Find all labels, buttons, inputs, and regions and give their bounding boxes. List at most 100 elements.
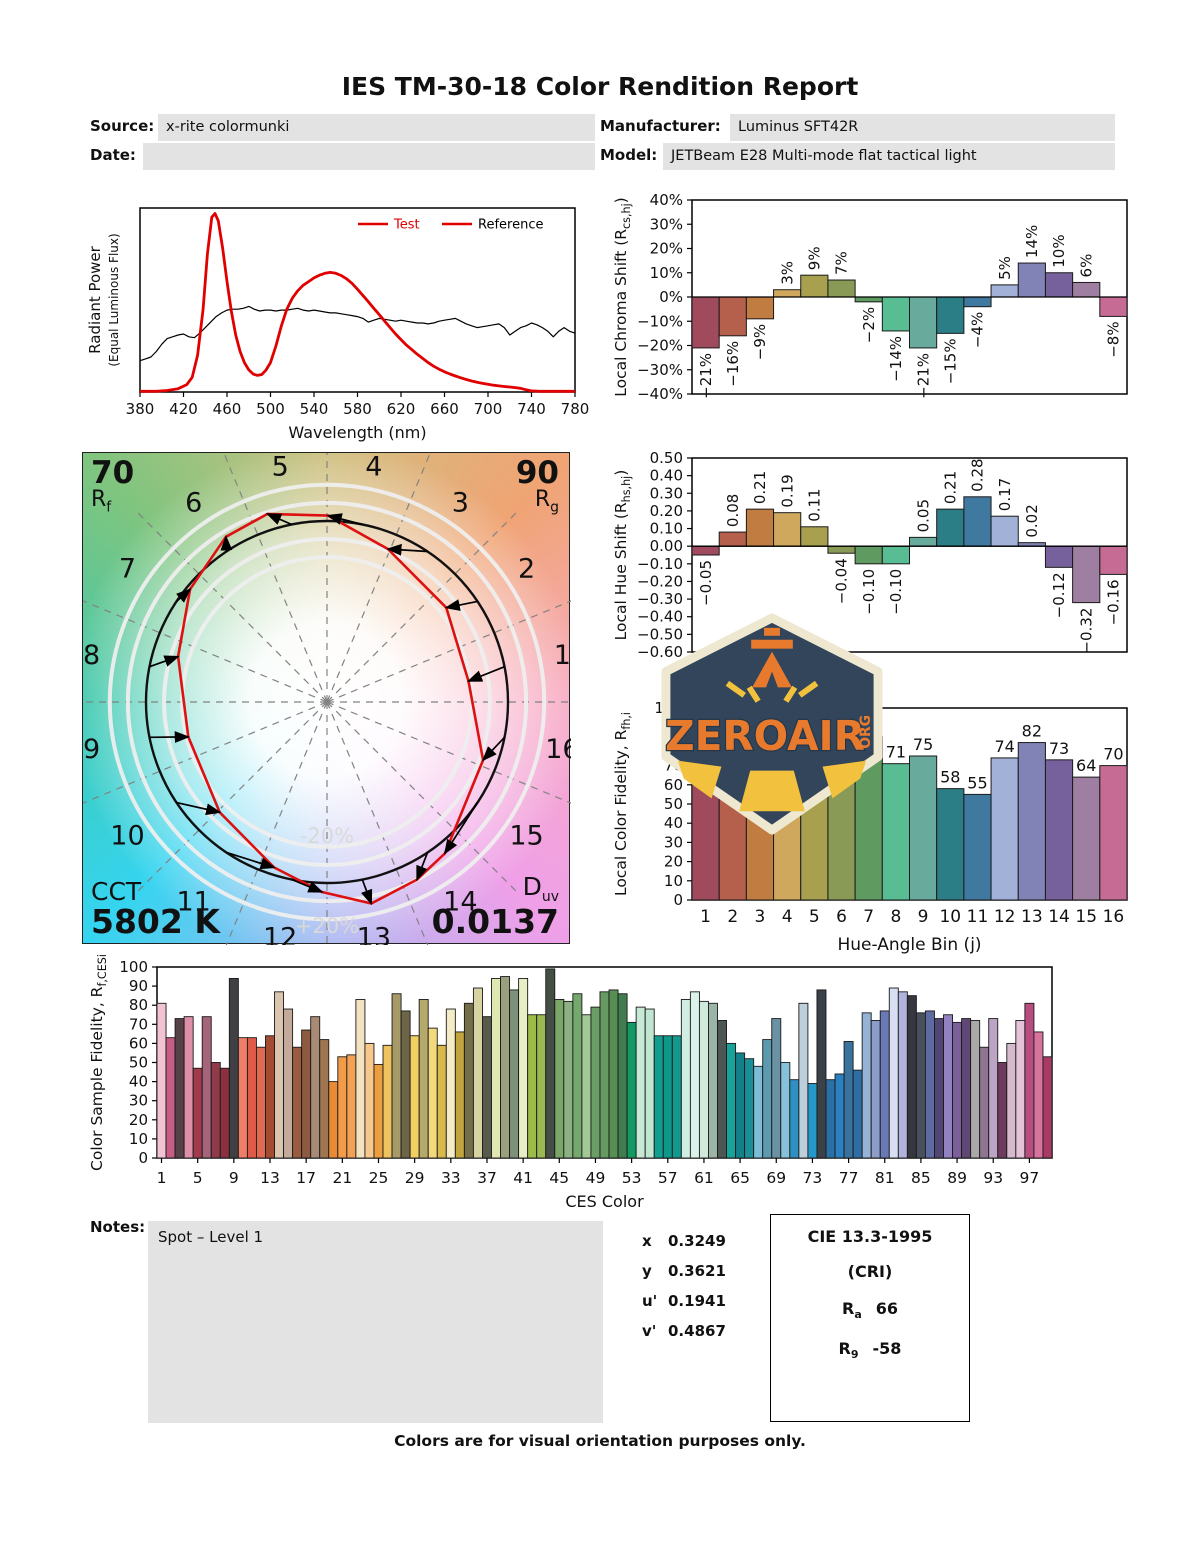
bar-ces-25 xyxy=(373,1063,384,1159)
bar-ces-36 xyxy=(472,987,483,1159)
bar-ces-30 xyxy=(418,999,429,1159)
bar-ces-4 xyxy=(183,1016,194,1159)
bin-number-11: 11 xyxy=(176,887,210,918)
bin-number-1: 1 xyxy=(554,640,571,671)
bar-ces-78 xyxy=(852,1069,863,1159)
bin-number-16: 16 xyxy=(545,734,571,765)
bar-ces-72 xyxy=(798,1002,809,1159)
shift-arrow-bin-7 xyxy=(175,588,192,603)
bar-label: 0.05 xyxy=(914,499,932,532)
bar-ces-82 xyxy=(888,987,899,1159)
y-tick: 60 xyxy=(664,776,683,794)
shift-arrow-bin-6 xyxy=(220,535,233,552)
bar-label: 6% xyxy=(1077,254,1095,278)
bar-ces-11 xyxy=(246,1037,257,1159)
x-tick: 6 xyxy=(836,907,847,927)
bar-ces-26 xyxy=(382,1044,393,1159)
y-tick: 50 xyxy=(664,795,683,813)
bar-bin-5 xyxy=(800,526,829,547)
y-tick: 10 xyxy=(664,872,683,890)
y-tick: 0.00 xyxy=(650,537,683,555)
x-tick: 580 xyxy=(343,400,372,418)
bar-label: 0.28 xyxy=(969,458,987,491)
cri-title: CIE 13.3-1995 xyxy=(807,1227,933,1246)
bar-bin-6 xyxy=(827,279,856,298)
y-tick: −30% xyxy=(637,361,683,379)
y-axis-label: Local Color Fidelity, Rfh,i xyxy=(612,712,633,896)
bar-ces-55 xyxy=(644,1008,655,1159)
bar-label: −0.10 xyxy=(860,569,878,615)
series-reference xyxy=(139,305,576,362)
y-tick: 0.50 xyxy=(650,450,683,467)
bar-ces-44 xyxy=(545,968,556,1159)
bar-label: −21% xyxy=(914,353,932,399)
shift-arrow-bin-8 xyxy=(149,655,180,668)
chromaticity-u: u' 0.1941 xyxy=(642,1292,726,1310)
bar-ces-13 xyxy=(265,1035,275,1159)
bar-bin-11 xyxy=(963,296,992,308)
bar-label: −21% xyxy=(697,353,715,399)
spoke xyxy=(326,454,431,703)
bar-label: 5% xyxy=(996,256,1014,280)
bar-ces-70 xyxy=(780,1062,791,1159)
bar-label: 71 xyxy=(886,743,906,762)
bar-label: 73 xyxy=(1049,739,1069,758)
chromaticity-v: v' 0.4867 xyxy=(642,1322,726,1340)
x-tick: 93 xyxy=(983,1169,1003,1187)
bar-ces-28 xyxy=(400,1010,411,1159)
manufacturer-label: Manufacturer: xyxy=(600,117,721,135)
bin-number-15: 15 xyxy=(509,820,543,851)
x-tick: 3 xyxy=(755,907,766,927)
bar-label: 0.02 xyxy=(1023,504,1041,537)
bar-label: 14% xyxy=(1023,225,1041,258)
bar-label: 0.21 xyxy=(941,471,959,504)
bar-ces-20 xyxy=(328,1081,339,1159)
y-tick: 0.20 xyxy=(650,502,683,520)
bar-ces-48 xyxy=(581,1014,592,1159)
bin-number-2: 2 xyxy=(518,554,535,585)
report-title: IES TM-30-18 Color Rendition Report xyxy=(341,72,859,101)
y-axis-label: Color Sample Fidelity, Rf,CESi xyxy=(88,955,109,1171)
bar-ces-80 xyxy=(870,1020,881,1159)
bar-ces-16 xyxy=(292,1046,303,1159)
bar-ces-65 xyxy=(735,1052,746,1159)
bar-ces-71 xyxy=(789,1079,800,1159)
x-tick: 21 xyxy=(332,1169,352,1187)
y-tick: 90 xyxy=(129,977,148,995)
x-tick: 53 xyxy=(622,1169,642,1187)
bin-number-12: 12 xyxy=(263,922,297,945)
x-tick: 620 xyxy=(387,400,416,418)
bar-label: 7% xyxy=(833,251,851,275)
bar-ces-5 xyxy=(192,1067,203,1159)
bar-ces-73 xyxy=(807,1083,818,1159)
bar-ces-42 xyxy=(527,1014,538,1159)
y-tick: 40 xyxy=(664,814,683,832)
bar-ces-54 xyxy=(635,1006,646,1159)
bar-ces-96 xyxy=(1015,1020,1026,1159)
bar-label: 3% xyxy=(778,261,796,285)
bar-ces-64 xyxy=(726,1042,737,1159)
bar-ces-46 xyxy=(563,1000,574,1159)
bar-bin-15 xyxy=(1072,545,1101,604)
x-tick: 9 xyxy=(918,907,929,927)
bar-bin-4 xyxy=(773,289,802,298)
bar-ces-57 xyxy=(662,1035,673,1159)
y-tick: 0 xyxy=(673,891,683,909)
bar-ces-88 xyxy=(943,1014,954,1159)
bar-ces-41 xyxy=(518,978,529,1159)
x-tick: 13 xyxy=(260,1169,280,1187)
bar-ces-6 xyxy=(201,1016,212,1159)
bar-ces-90 xyxy=(961,1018,972,1159)
bar-label: 64 xyxy=(1076,756,1096,775)
x-tick: 65 xyxy=(730,1169,750,1187)
bar-ces-47 xyxy=(572,993,583,1159)
bar-ces-56 xyxy=(653,1035,664,1159)
bar-ces-24 xyxy=(364,1042,375,1159)
bar-ces-63 xyxy=(717,1020,727,1159)
bar-ces-50 xyxy=(599,991,610,1159)
bar-ces-1 xyxy=(156,1002,167,1159)
shift-arrow-bin-12 xyxy=(291,878,324,893)
bar-ces-69 xyxy=(771,1018,782,1159)
x-tick: 5 xyxy=(809,907,820,927)
